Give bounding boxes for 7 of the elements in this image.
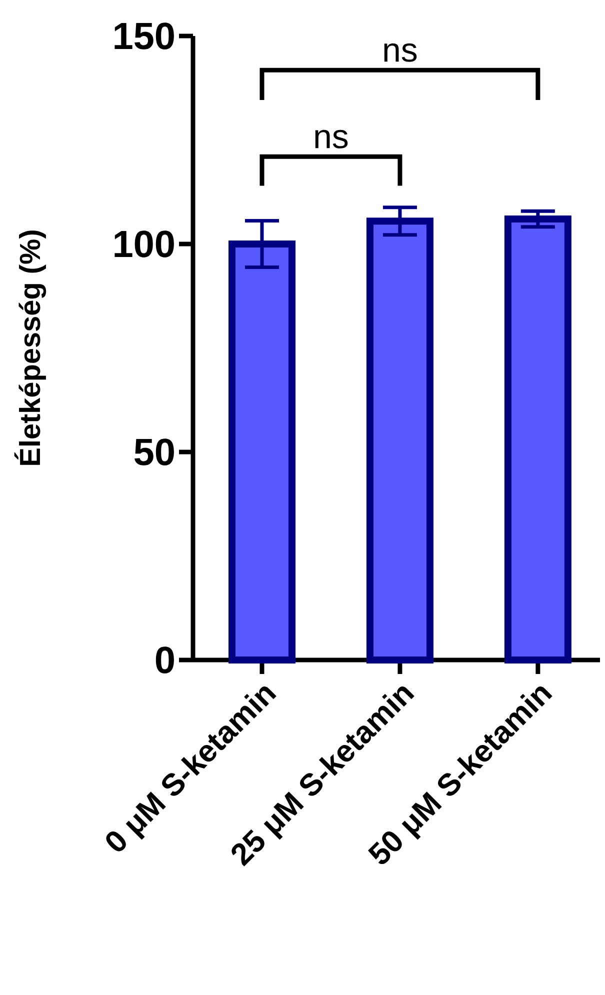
y-axis-title: Életképesség (%) [14,230,46,465]
y-tick-label: 0 [156,646,174,674]
y-tick-label: 50 [134,438,174,466]
annotation: ns [315,130,348,148]
annotation: ns [384,43,417,62]
y-tick-label: 150 [114,22,174,50]
y-tick-label: 100 [114,230,174,258]
